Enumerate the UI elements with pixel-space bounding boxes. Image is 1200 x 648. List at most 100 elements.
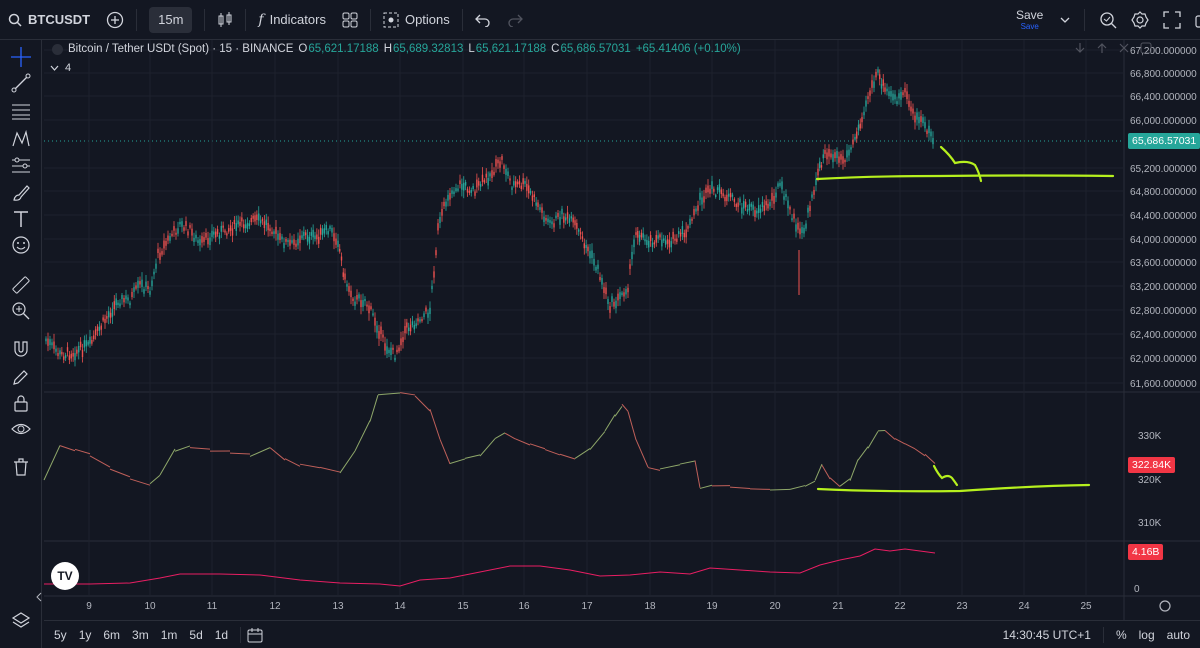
- indicators-button[interactable]: f Indicators: [250, 0, 334, 40]
- candle-body: [642, 233, 644, 238]
- candle-body: [533, 194, 535, 198]
- emoji-tool[interactable]: [10, 234, 32, 256]
- candle-body: [179, 221, 181, 225]
- maximize-icon[interactable]: [1140, 42, 1152, 54]
- range-button-6m[interactable]: 6m: [103, 627, 121, 642]
- redo-button[interactable]: [499, 0, 531, 40]
- candle-body: [376, 325, 378, 333]
- layout-button[interactable]: [334, 0, 366, 40]
- volume-line-segment: [647, 467, 661, 471]
- candle-body: [865, 100, 867, 107]
- candle-body: [239, 221, 241, 226]
- volume-line-segment: [914, 448, 926, 457]
- options-icon: [383, 12, 399, 27]
- candle-body: [651, 242, 654, 248]
- candle-body: [795, 224, 797, 232]
- indicators-collapse-toggle[interactable]: 4: [50, 62, 71, 74]
- prediction-tool[interactable]: [10, 154, 32, 176]
- auto-toggle[interactable]: auto: [1166, 628, 1190, 642]
- arrow-up-icon[interactable]: [1096, 42, 1108, 54]
- range-button-3m[interactable]: 3m: [132, 627, 149, 642]
- candle-body: [125, 295, 127, 300]
- brush-tool[interactable]: [10, 182, 32, 204]
- candle-body: [912, 108, 914, 114]
- candle-body: [66, 347, 69, 352]
- candle-body: [451, 190, 453, 194]
- clock-timezone[interactable]: 14:30:45 UTC+1: [1002, 628, 1091, 642]
- range-button-5y[interactable]: 5y: [54, 627, 67, 642]
- candle-body: [374, 317, 376, 326]
- snapshot-camera-icon[interactable]: [1195, 11, 1200, 29]
- undo-button[interactable]: [467, 0, 499, 40]
- lock-drawing-mode-tool[interactable]: [10, 366, 32, 388]
- zoom-tool[interactable]: [10, 300, 32, 322]
- options-button[interactable]: Options: [375, 0, 458, 40]
- volume-line-segment: [574, 448, 591, 459]
- calendar-goto-icon[interactable]: [247, 627, 263, 643]
- candle-body: [528, 185, 530, 194]
- candle-body: [45, 338, 47, 342]
- trend-line-tool[interactable]: [10, 72, 32, 94]
- volume-line-segment: [829, 477, 841, 488]
- pattern-tool[interactable]: [10, 128, 32, 150]
- remove-drawings-tool[interactable]: [10, 456, 32, 478]
- candle-body: [476, 179, 478, 188]
- candle-body: [402, 337, 404, 343]
- candle-body: [233, 220, 236, 224]
- range-button-1y[interactable]: 1y: [78, 627, 92, 642]
- candle-body: [474, 191, 476, 196]
- candle-body: [327, 231, 329, 235]
- chart-type-button[interactable]: [209, 0, 241, 40]
- visibility-tool[interactable]: [10, 418, 32, 440]
- candle-body: [213, 231, 215, 235]
- candle-body: [625, 289, 627, 295]
- magnet-tool[interactable]: [10, 338, 32, 360]
- candle-body: [129, 302, 131, 306]
- log-toggle[interactable]: log: [1138, 628, 1155, 642]
- candle-body: [561, 208, 563, 215]
- candle-body: [441, 208, 443, 216]
- legend-symbol-name[interactable]: Bitcoin / Tether USDt (Spot) · 15 · BINA…: [68, 43, 294, 55]
- candle-body: [824, 149, 826, 154]
- ruler-tool[interactable]: [10, 274, 32, 296]
- candle-body: [348, 286, 350, 292]
- candle-body: [836, 151, 838, 158]
- save-button[interactable]: Save Save: [1016, 8, 1043, 31]
- candle-body: [100, 325, 102, 330]
- candles-icon: [218, 11, 232, 27]
- candle-body: [478, 181, 480, 186]
- time-tick-label: 9: [86, 601, 92, 612]
- candle-body: [413, 324, 415, 330]
- candle-body: [228, 228, 230, 232]
- range-button-1m[interactable]: 1m: [160, 627, 178, 642]
- range-button-5d[interactable]: 5d: [189, 627, 203, 642]
- candle-body: [585, 245, 587, 249]
- settings-gear-icon[interactable]: [1131, 11, 1149, 29]
- lock-tool[interactable]: [10, 392, 32, 414]
- fullscreen-icon[interactable]: [1163, 11, 1181, 29]
- interval-button[interactable]: 15m: [149, 6, 193, 33]
- legend-close-key: C: [551, 43, 560, 55]
- crosshair-tool[interactable]: [10, 46, 32, 68]
- candle-body: [411, 321, 414, 325]
- percent-toggle[interactable]: %: [1115, 628, 1127, 642]
- compare-add-button[interactable]: [98, 0, 132, 40]
- text-tool[interactable]: [10, 208, 32, 230]
- candle-body: [722, 193, 724, 197]
- candle-body: [507, 171, 509, 177]
- range-button-1d[interactable]: 1d: [214, 627, 229, 642]
- volume-line-segment: [74, 448, 91, 455]
- fib-tool[interactable]: [10, 100, 32, 122]
- chevron-down-icon[interactable]: [1060, 16, 1070, 24]
- candle-body: [685, 229, 687, 238]
- quick-search-icon[interactable]: [1099, 11, 1117, 29]
- candle-body: [340, 256, 343, 261]
- candle-body: [591, 250, 593, 258]
- arrow-down-icon[interactable]: [1074, 42, 1086, 54]
- candle-body: [750, 203, 752, 207]
- object-tree-tool[interactable]: [10, 610, 32, 632]
- candle-body: [491, 170, 493, 179]
- close-icon[interactable]: [1118, 42, 1130, 54]
- symbol-search-button[interactable]: BTCUSDT: [0, 0, 98, 40]
